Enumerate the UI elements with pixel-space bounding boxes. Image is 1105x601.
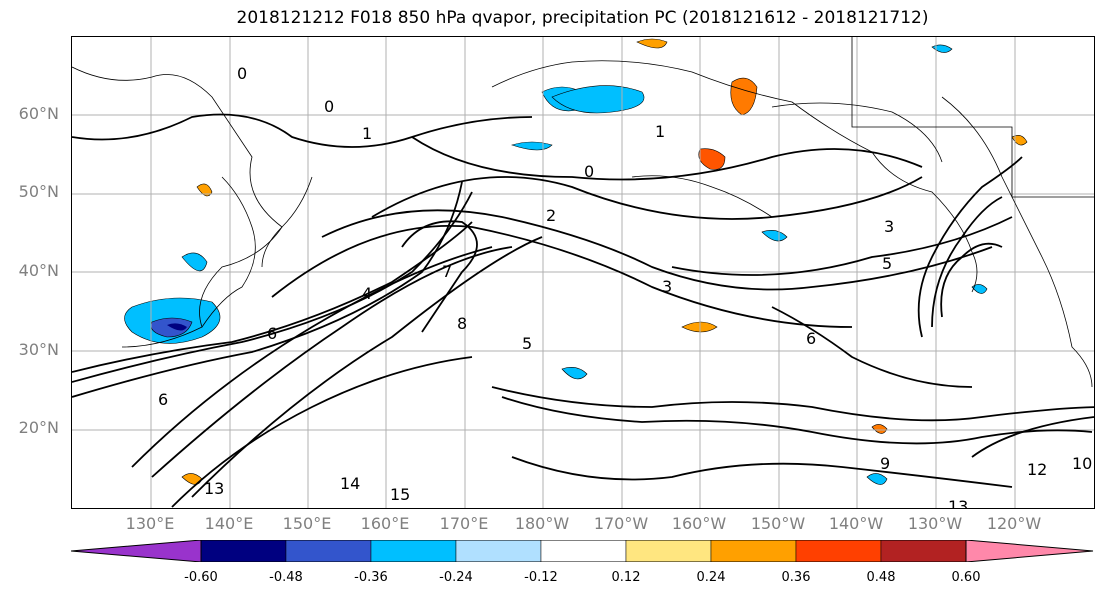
contour-label: 4 [362,284,372,303]
lon-label: 170°W [593,514,649,533]
lat-label: 50°N [18,182,59,201]
colorbar-tick-label: -0.60 [184,570,218,585]
lon-label: 130°W [907,514,963,533]
lat-label: 30°N [18,340,59,359]
contour-label: 3 [662,277,672,296]
colorbar-segment [710,540,797,562]
contour-label: 0 [584,162,594,181]
colorbar [71,540,1094,562]
colorbar-segment [370,540,457,562]
colorbar-segment [200,540,287,562]
colorbar-segment [455,540,542,562]
contour-label: 15 [390,485,410,504]
map-canvas: 0 0 0 1 1 2 3 3 4 5 5 6 6 6 7 8 9 10 12 … [72,37,1094,508]
contour-label: 12 [1027,460,1047,479]
colorbar-tick-label: -0.48 [269,570,303,585]
contour-label: 6 [267,324,277,343]
contour-label: 3 [884,217,894,236]
map-title: 2018121212 F018 850 hPa qvapor, precipit… [236,8,929,28]
colorbar-segment [285,540,372,562]
lon-label: 170°E [439,514,489,533]
colorbar-tick-label: 0.60 [951,570,981,585]
colorbar-tick-label: -0.24 [439,570,473,585]
colorbar-segment [625,540,712,562]
lon-label: 140°W [828,514,884,533]
colorbar-tick-label: 0.24 [696,570,726,585]
contour-label: 6 [158,390,168,409]
contour-label: 1 [362,124,372,143]
lon-label: 130°E [125,514,175,533]
lat-label: 40°N [18,261,59,280]
contour-label: 9 [880,454,890,473]
lon-label: 180°W [514,514,570,533]
precip-shading [124,38,1028,485]
lon-label: 150°W [750,514,806,533]
lon-label: 140°E [204,514,254,533]
contour-label: 0 [324,97,334,116]
colorbar-tick-label: -0.36 [354,570,388,585]
contour-label: 5 [882,254,892,273]
lon-label: 120°W [986,514,1042,533]
contour-label: 13 [204,479,224,498]
contour-label: 13 [948,497,968,508]
lon-label: 150°E [282,514,332,533]
contour-label: 1 [655,122,665,141]
colorbar-extend-low [71,540,202,562]
contour-label: 6 [806,329,816,348]
lon-label: 160°E [360,514,410,533]
colorbar-tick-label: 0.12 [611,570,641,585]
colorbar-tick-label: 0.48 [866,570,896,585]
lat-label: 60°N [18,104,59,123]
contour-label: 2 [546,206,556,225]
colorbar-segment [795,540,882,562]
contour-label: 0 [237,64,247,83]
contour-label: 10 [1072,454,1092,473]
contour-label: 7 [442,262,452,281]
lon-label: 160°W [671,514,727,533]
colorbar-tick-label: 0.36 [781,570,811,585]
colorbar-tick-label: -0.12 [524,570,558,585]
colorbar-segment [540,540,627,562]
lat-label: 20°N [18,418,59,437]
colorbar-extend-high [965,540,1094,562]
contour-label: 14 [340,474,360,493]
colorbar-segment [880,540,967,562]
contour-label-group: 0 0 0 1 1 2 3 3 4 5 5 6 6 6 7 8 9 10 12 … [158,64,1092,508]
map-panel: 0 0 0 1 1 2 3 3 4 5 5 6 6 6 7 8 9 10 12 … [71,36,1095,509]
contour-label: 5 [522,334,532,353]
qvapor-contours [72,113,1094,508]
contour-label: 8 [457,314,467,333]
